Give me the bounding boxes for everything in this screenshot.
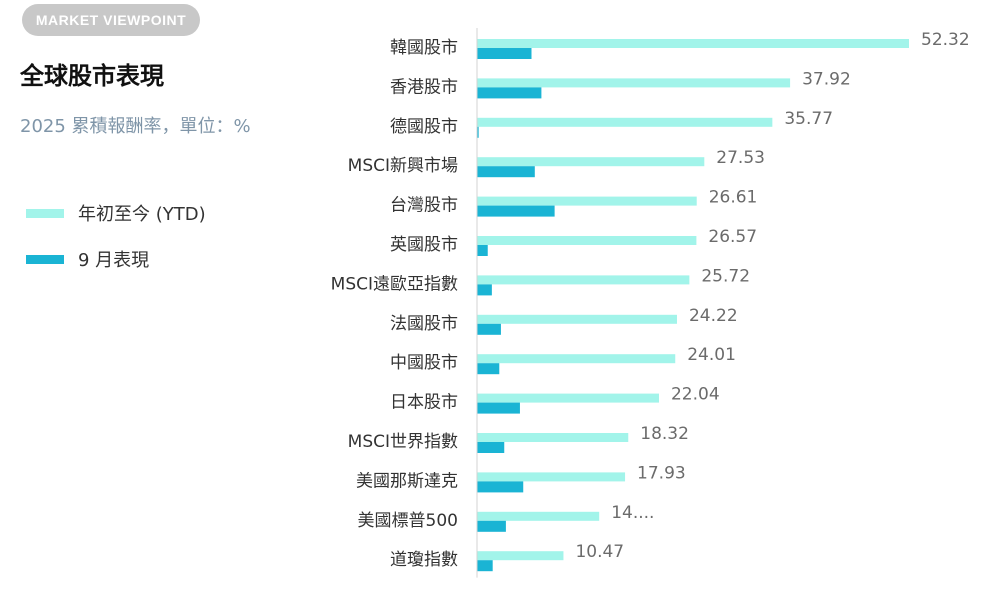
legend-label-september: 9 月表現: [78, 250, 150, 271]
bar-ytd: [477, 236, 697, 245]
bar-ytd: [477, 275, 690, 285]
legend-item-ytd: 年初至今 (YTD): [26, 198, 206, 228]
category-label: 韓國股市: [390, 38, 458, 58]
value-label: 25.72: [701, 266, 750, 286]
bar-ytd: [477, 196, 697, 206]
category-label: 中國股市: [390, 353, 458, 373]
value-label: 27.53: [716, 148, 765, 168]
value-label: 10.47: [575, 542, 624, 562]
value-label: 17.93: [637, 463, 686, 483]
bar-ytd: [477, 393, 659, 403]
bar-ytd: [477, 157, 705, 167]
category-label: 美國標普500: [358, 511, 458, 531]
value-label: 26.57: [708, 227, 757, 247]
value-label: 37.92: [802, 69, 851, 89]
category-label: 道瓊指數: [390, 550, 458, 570]
category-label: 日本股市: [390, 393, 458, 413]
bar-september: [477, 87, 542, 99]
bar-september: [477, 48, 532, 59]
bar-ytd: [477, 354, 676, 364]
bar-september: [477, 245, 488, 256]
value-label: 26.61: [709, 188, 758, 208]
category-label: 德國股市: [390, 117, 458, 137]
bar-september: [477, 126, 479, 138]
category-label: 英國股市: [390, 235, 458, 255]
category-label: 香港股市: [390, 77, 458, 97]
category-label: 法國股市: [390, 314, 458, 334]
legend: 年初至今 (YTD) 9 月表現: [26, 198, 206, 290]
bar-september: [477, 402, 520, 414]
market-viewpoint-badge: MARKET VIEWPOINT: [22, 4, 200, 36]
bar-september: [477, 442, 505, 453]
bar-september: [477, 205, 555, 217]
value-label: 24.22: [689, 306, 738, 326]
legend-label-ytd: 年初至今 (YTD): [78, 204, 206, 225]
legend-swatch-september: [26, 254, 64, 264]
bar-ytd: [477, 39, 909, 48]
bar-september: [477, 481, 524, 493]
value-label: 18.32: [640, 424, 689, 444]
value-label: 52.32: [921, 30, 970, 50]
bar-ytd: [477, 551, 564, 561]
category-label: MSCI遠歐亞指數: [331, 274, 458, 294]
bar-september: [477, 363, 500, 375]
category-label: MSCI世界指數: [348, 432, 458, 452]
bar-ytd: [477, 117, 773, 127]
bar-ytd: [477, 511, 600, 521]
chart-subtitle: 2025 累積報酬率，單位：%: [20, 116, 251, 137]
category-label: 台灣股市: [390, 196, 458, 216]
bar-ytd: [477, 78, 791, 88]
legend-swatch-ytd: [26, 208, 64, 218]
chart-title: 全球股市表現: [20, 62, 164, 90]
bar-september: [477, 520, 506, 532]
value-label: 35.77: [784, 109, 833, 129]
category-label: 美國那斯達克: [356, 471, 458, 491]
bar-ytd: [477, 433, 629, 442]
value-label: 14....: [611, 503, 654, 523]
value-label: 24.01: [687, 345, 736, 365]
value-label: 22.04: [671, 385, 720, 405]
category-label: MSCI新興市場: [348, 156, 458, 176]
bar-september: [477, 323, 501, 335]
bar-september: [477, 284, 492, 296]
bar-september: [477, 166, 535, 178]
bar-september: [477, 560, 493, 572]
legend-item-september: 9 月表現: [26, 244, 206, 274]
bar-ytd: [477, 472, 626, 482]
bar-ytd: [477, 314, 677, 324]
